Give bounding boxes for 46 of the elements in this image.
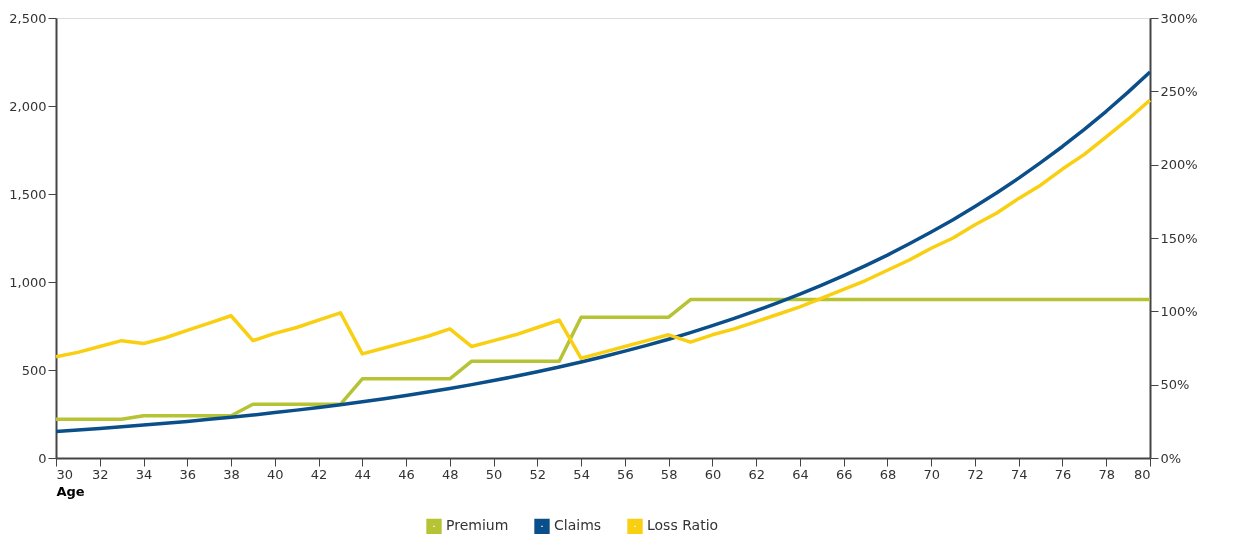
y-tick-label: 1,000 bbox=[9, 274, 47, 290]
x-tick-label: 76 bbox=[1054, 466, 1072, 482]
y2-tick-label: 200% bbox=[1160, 157, 1198, 173]
y2-tick-label: 250% bbox=[1160, 83, 1198, 99]
x-tick-label: 52 bbox=[529, 466, 547, 482]
y-tick-label: 2,000 bbox=[9, 98, 47, 114]
x-tick-label: 62 bbox=[748, 466, 765, 482]
x-tick-label: 74 bbox=[1010, 466, 1028, 482]
x-tick-label: 48 bbox=[442, 466, 459, 482]
y2-tick-label: 50% bbox=[1160, 377, 1190, 393]
y2-tick-label: 0% bbox=[1160, 450, 1182, 466]
x-tick-label: 70 bbox=[923, 466, 940, 482]
line-series bbox=[54, 98, 1152, 361]
legend-label: Claims bbox=[554, 517, 602, 534]
y-tick-label: 0 bbox=[38, 450, 47, 466]
y2-tick-label: 300% bbox=[1160, 10, 1198, 26]
x-tick-label: 32 bbox=[91, 466, 109, 482]
x-tick-label: 68 bbox=[879, 466, 897, 482]
x-tick-label: 34 bbox=[135, 466, 153, 482]
x-tick-label: 46 bbox=[398, 466, 415, 482]
x-tick-label: 60 bbox=[704, 466, 722, 482]
x-tick-label: 64 bbox=[792, 466, 809, 482]
y2-tick-label: 150% bbox=[1160, 230, 1198, 246]
legend-label: Premium bbox=[446, 517, 509, 534]
x-tick-label: 50 bbox=[485, 466, 503, 482]
y-tick-label: 500 bbox=[21, 362, 47, 378]
x-tick-label: 30 bbox=[56, 466, 74, 482]
x-tick-label: 78 bbox=[1098, 466, 1116, 482]
x-tick-label: 36 bbox=[179, 466, 197, 482]
x-tick-label: 42 bbox=[310, 466, 328, 482]
line-series bbox=[54, 70, 1152, 434]
x-tick-label: 66 bbox=[835, 466, 853, 482]
x-tick-label: 38 bbox=[223, 466, 240, 482]
y-tick-label: 1,500 bbox=[9, 186, 47, 202]
x-tick-label: 44 bbox=[354, 466, 372, 482]
x-tick-label: 72 bbox=[967, 466, 984, 482]
legend-label: Loss Ratio bbox=[647, 517, 719, 534]
y-tick-label: 2,500 bbox=[9, 10, 47, 26]
x-tick-label: 80 bbox=[1133, 466, 1151, 482]
x-tick-label: 54 bbox=[573, 466, 590, 482]
y2-tick-label: 100% bbox=[1160, 303, 1198, 319]
x-tick-label: 58 bbox=[660, 466, 678, 482]
x-axis-title: Age bbox=[56, 483, 85, 499]
line-series bbox=[54, 297, 1152, 422]
x-tick-label: 56 bbox=[617, 466, 634, 482]
x-tick-label: 40 bbox=[267, 466, 284, 482]
